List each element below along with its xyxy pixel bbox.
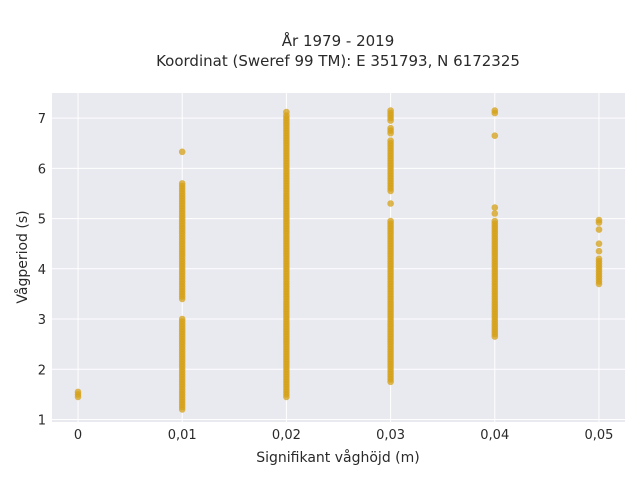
- x-tick-label: 0,03: [376, 428, 405, 443]
- y-tick-label: 4: [38, 263, 46, 278]
- x-axis-label: Signifikant våghöjd (m): [256, 449, 419, 466]
- data-point: [595, 240, 603, 247]
- data-point: [74, 388, 82, 396]
- chart-subtitle: Koordinat (Sweref 99 TM): E 351793, N 61…: [156, 52, 520, 70]
- y-tick-label: 7: [38, 112, 46, 127]
- data-point: [387, 200, 394, 207]
- y-tick-label: 2: [38, 363, 46, 378]
- data-point: [491, 210, 499, 217]
- y-tick-label: 5: [38, 213, 46, 228]
- y-tick-labels: 1 2 3 4 5 6 7: [38, 112, 46, 428]
- y-tick-label: 1: [38, 413, 46, 428]
- y-tick-label: 3: [38, 313, 46, 328]
- data-point: [491, 204, 499, 211]
- data-point: [595, 226, 603, 233]
- data-points: [74, 107, 603, 413]
- data-point: [387, 124, 394, 132]
- data-point: [595, 247, 603, 255]
- data-point: [178, 180, 186, 187]
- plot-area: [52, 93, 625, 422]
- data-point: [595, 255, 603, 263]
- x-tick-label: 0,01: [168, 428, 197, 443]
- x-tick-label: 0,02: [272, 428, 301, 443]
- y-tick-label: 6: [38, 162, 46, 177]
- data-point: [178, 315, 186, 323]
- data-point: [491, 132, 499, 139]
- data-point: [178, 148, 186, 156]
- data-point: [283, 108, 290, 116]
- x-tick-label: 0: [74, 428, 82, 443]
- chart-title: År 1979 - 2019: [282, 31, 395, 50]
- x-tick-labels: 0 0,01 0,02 0,03 0,04 0,05: [74, 428, 614, 443]
- x-tick-label: 0,05: [584, 428, 613, 443]
- data-point: [595, 216, 603, 224]
- data-point: [491, 217, 499, 225]
- data-point: [387, 137, 394, 144]
- x-tick-label: 0,04: [480, 428, 509, 443]
- data-point: [387, 107, 394, 114]
- data-point: [491, 107, 499, 114]
- y-axis-label: Vågperiod (s): [14, 210, 31, 303]
- data-point: [387, 217, 394, 225]
